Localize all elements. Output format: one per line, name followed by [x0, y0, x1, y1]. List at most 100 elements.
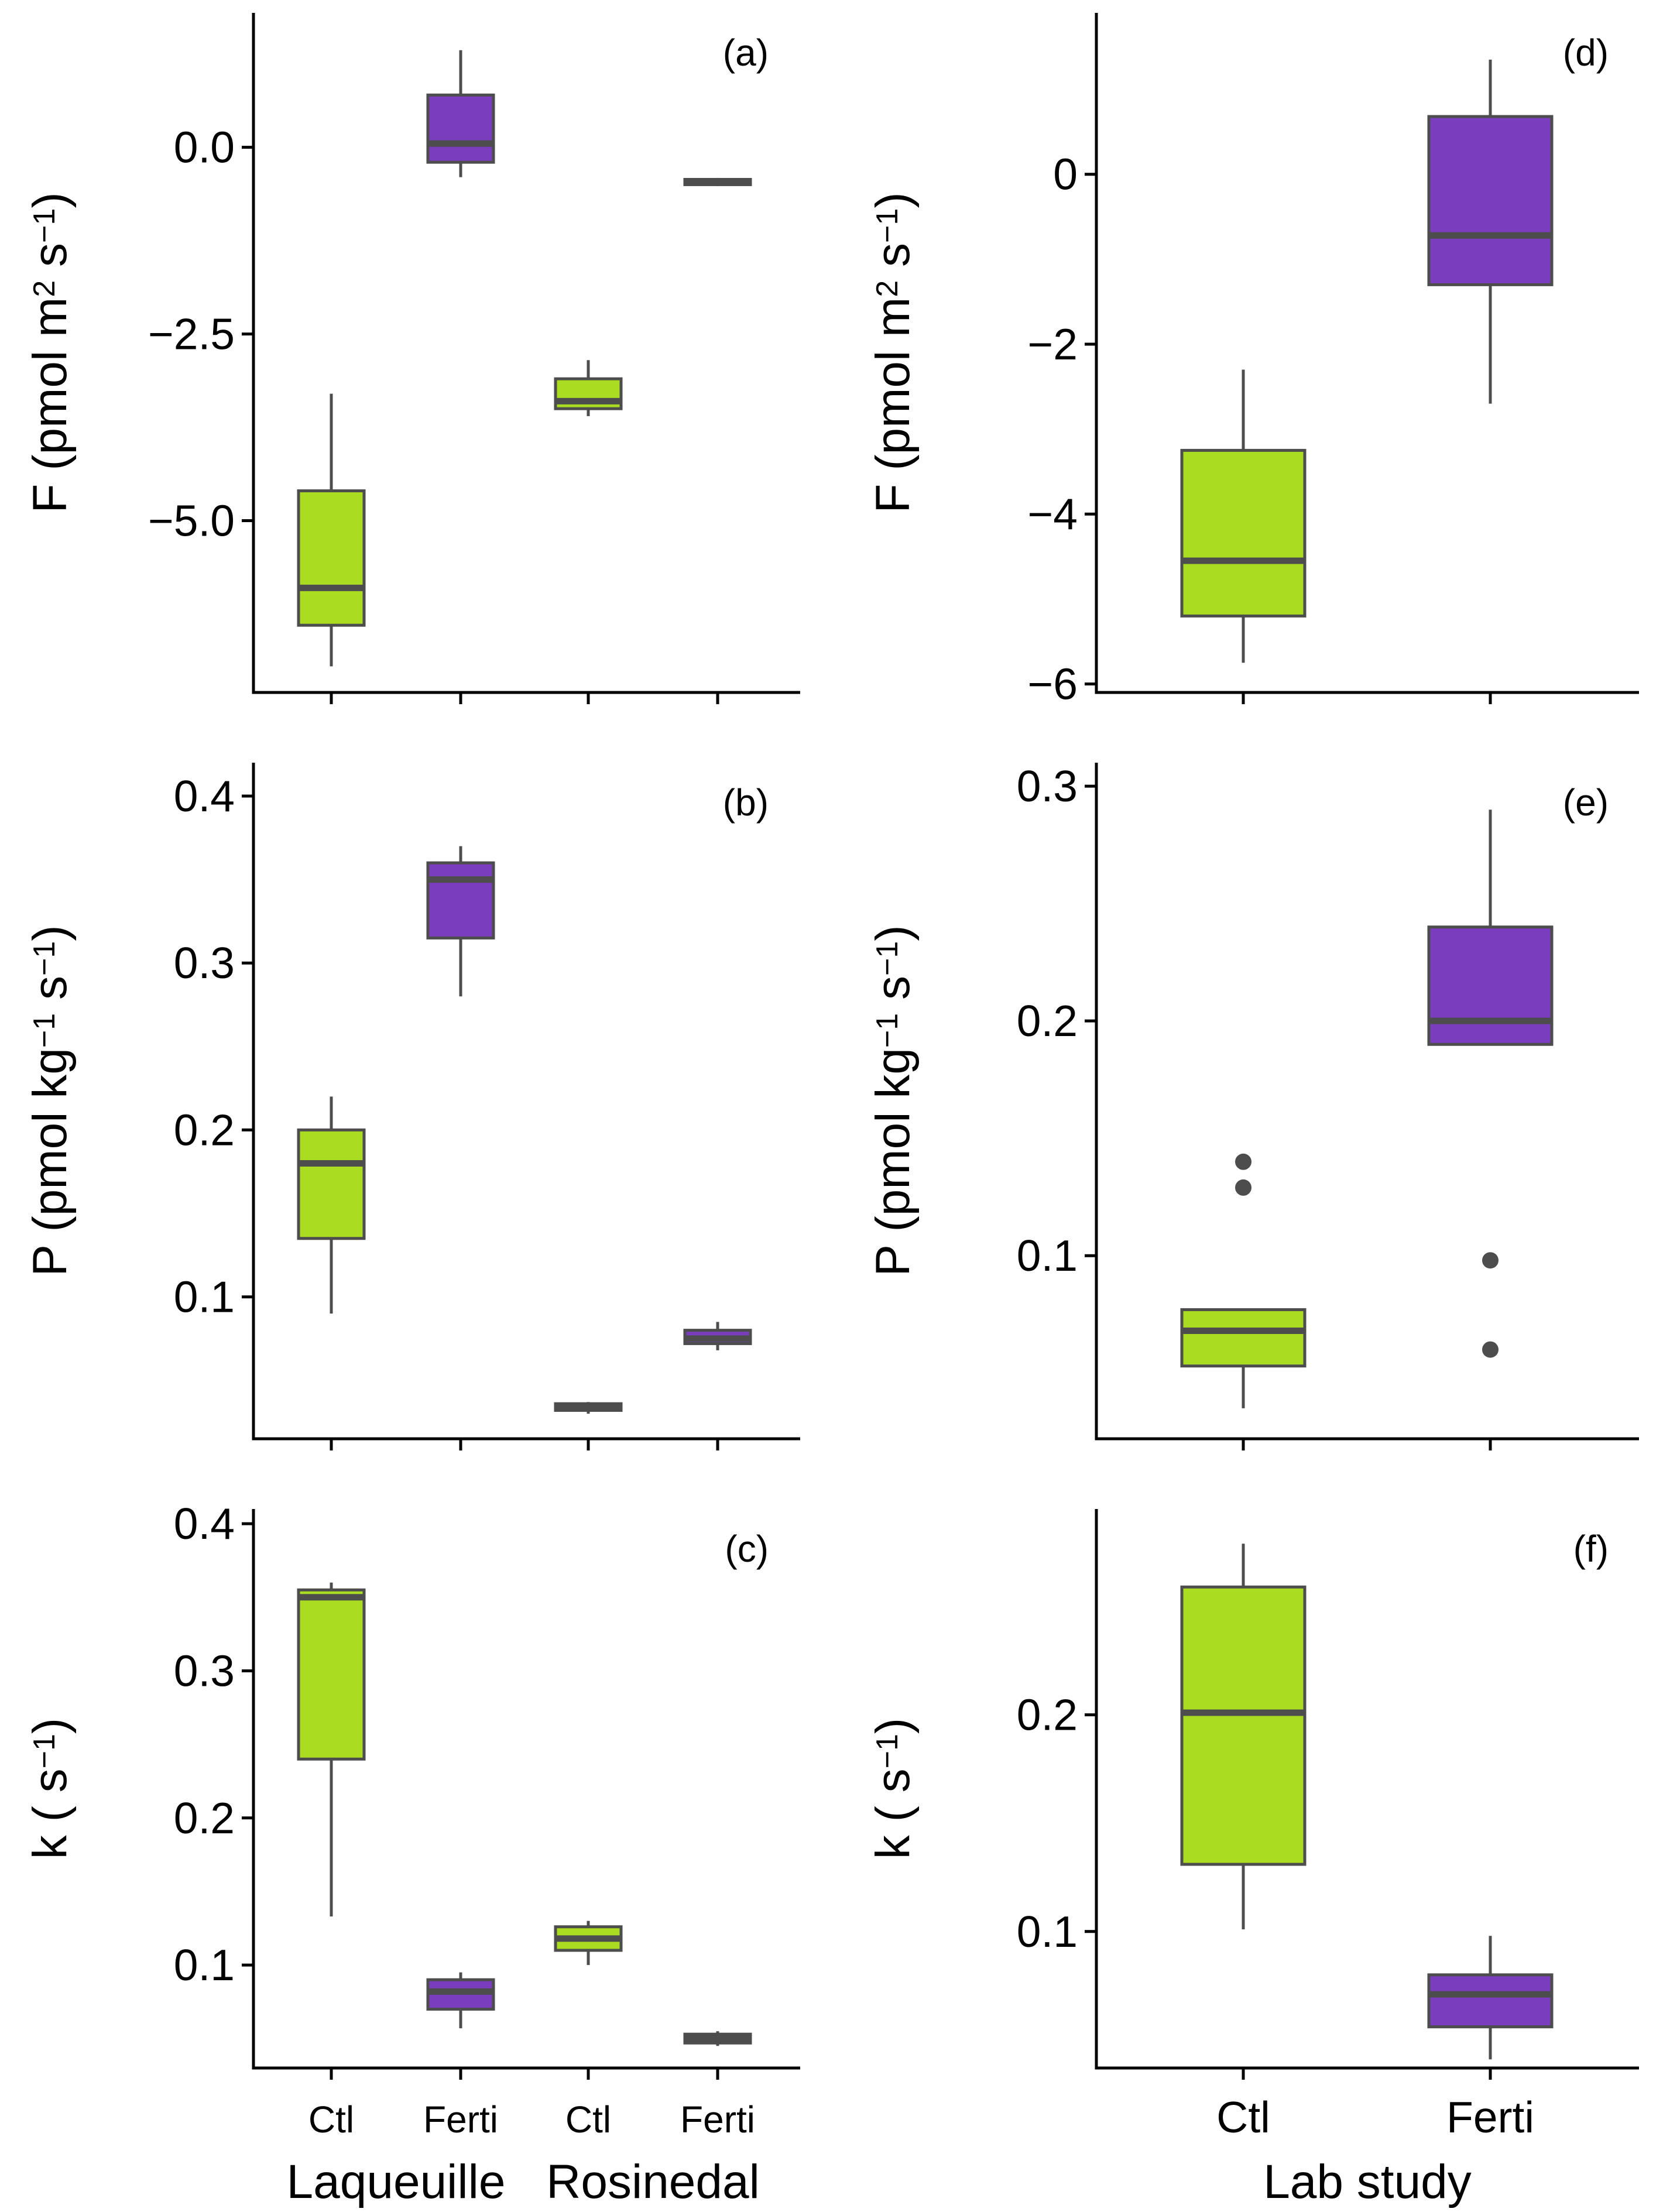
box-iqr	[297, 1128, 366, 1240]
panel-b-chart: 0.10.20.30.4 (b)P (pmol kg−1 s−1)	[23, 763, 800, 1450]
y-tick-label: 0.0	[174, 123, 235, 172]
panel-c-chart: 0.1 0.2 0.3 0.4 Ctl Ferti Ctl Ferti Laqueuille Ro…	[23, 1499, 800, 2208]
y-tick-label: −5.0	[148, 496, 235, 546]
box-iqr	[1427, 1973, 1554, 2029]
box-ferti	[683, 1322, 752, 1350]
y-axis-title-part: )	[23, 925, 77, 941]
y-tick-label: 0.2	[1017, 996, 1078, 1045]
box-ctl	[554, 360, 623, 416]
y-axis-title-part: )	[866, 925, 920, 941]
y-tick-label: 0.1	[174, 1273, 235, 1322]
panel-label-b: (b)	[723, 781, 769, 824]
x-tick-label: Ctl	[308, 2098, 354, 2141]
y-axis-title-superscript: −1	[870, 1013, 904, 1048]
y-axis-title-part: F (pmol m	[866, 297, 920, 513]
outlier-point	[1235, 1179, 1251, 1196]
x-tick-label: Ctl	[565, 2098, 611, 2141]
y-axis-title: F (pmol m2 s−1)	[23, 192, 77, 513]
y-tick-label: 0	[1053, 150, 1078, 199]
box-ctl	[554, 1402, 623, 1414]
y-axis-title-superscript: −1	[870, 208, 904, 243]
y-axis-title-part: P (pmol kg	[23, 1048, 77, 1276]
y-tick-label: 0.2	[174, 1105, 235, 1154]
box-ferti	[426, 846, 495, 997]
y-axis-title-part: )	[23, 1718, 77, 1734]
x-tick-label: Ferti	[423, 2098, 498, 2141]
y-tick-label: 0.1	[1017, 1907, 1078, 1956]
panel-d-chart: 0 −2 −4 −6 (d) F (pmol m2 s−1)	[866, 13, 1639, 708]
y-axis-title-part: )	[866, 192, 920, 208]
y-tick-label: 0.1	[1017, 1231, 1078, 1280]
y-tick-label: −2.5	[148, 310, 235, 359]
panel-label-a: (a)	[723, 32, 769, 74]
y-axis-title: k ( s−1)	[866, 1718, 920, 1859]
y-axis-title-superscript: −1	[870, 1734, 904, 1768]
box-ctl	[297, 1582, 366, 1917]
panel-label-e: (e)	[1563, 781, 1609, 824]
x-tick-label: Ctl	[1216, 2093, 1270, 2142]
y-axis-title-part: s	[23, 976, 77, 1013]
x-tick-label: Ferti	[1446, 2093, 1534, 2142]
outlier-point	[1235, 1153, 1251, 1170]
y-axis-title-part: P (pmol kg	[866, 1048, 920, 1276]
y-axis-title-part: k ( s	[23, 1768, 77, 1859]
y-axis-title-superscript: −1	[28, 208, 61, 243]
y-axis-title-superscript: 2	[870, 280, 904, 297]
y-axis-title-superscript: −1	[28, 1013, 61, 1048]
box-ferti	[1427, 1936, 1554, 2060]
y-tick-label: 0.2	[1017, 1690, 1078, 1740]
x-tick-label: Ferti	[680, 2098, 755, 2141]
box-ctl	[297, 393, 366, 667]
box-iqr	[297, 1588, 366, 1761]
y-axis-title-part: s	[23, 243, 77, 280]
box-iqr	[297, 489, 366, 627]
box-iqr	[1427, 925, 1554, 1046]
panel-label-d: (d)	[1563, 32, 1609, 74]
box-ferti	[683, 2031, 752, 2046]
y-axis-title-superscript: 2	[28, 280, 61, 297]
y-tick-label: −2	[1027, 320, 1078, 369]
y-axis-title: P (pmol kg−1 s−1)	[866, 925, 920, 1276]
box-ctl	[1180, 1153, 1307, 1408]
panel-label-c: (c)	[725, 1528, 769, 1570]
y-axis-title: k ( s−1)	[23, 1718, 77, 1859]
outlier-point	[1482, 1252, 1499, 1269]
panel-a-chart: 0.0 −2.5 −5.0 (a) F (pmol m2 s−1)	[23, 13, 800, 704]
box-ctl	[1180, 1544, 1307, 1930]
y-tick-label: 0.1	[174, 1940, 235, 1990]
box-iqr	[1180, 1308, 1307, 1368]
y-tick-label: 0.4	[174, 1499, 235, 1548]
y-axis-title-part: s	[866, 976, 920, 1013]
y-axis-title-part: )	[866, 1718, 920, 1734]
y-axis-title-part: s	[866, 243, 920, 280]
box-ctl	[1180, 369, 1307, 663]
y-axis-title: F (pmol m2 s−1)	[866, 192, 920, 513]
box-iqr	[1180, 448, 1307, 618]
box-ferti	[683, 177, 752, 186]
y-axis-title-superscript: −1	[28, 1734, 61, 1768]
box-ferti	[426, 50, 495, 177]
y-axis-title: P (pmol kg−1 s−1)	[23, 925, 77, 1276]
y-tick-label: 0.2	[174, 1793, 235, 1843]
box-iqr	[1180, 1585, 1307, 1866]
y-axis-title-part: F (pmol m	[23, 297, 77, 513]
x-axis-title-right: Lab study	[1263, 2155, 1472, 2208]
y-tick-label: −6	[1027, 659, 1078, 708]
y-axis-title-part: )	[23, 192, 77, 208]
box-iqr	[1427, 115, 1554, 286]
box-iqr	[426, 861, 495, 939]
group-label-rosinedal: Rosinedal	[546, 2155, 760, 2208]
outlier-point	[1482, 1341, 1499, 1358]
y-tick-label: 0.3	[1017, 762, 1078, 811]
box-iqr	[426, 93, 495, 164]
box-ferti	[426, 1972, 495, 2029]
box-ferti	[1427, 810, 1554, 1358]
y-tick-label: 0.4	[174, 771, 235, 821]
y-tick-label: −4	[1027, 489, 1078, 539]
box-ferti	[1427, 59, 1554, 404]
box-ctl	[554, 1921, 623, 1966]
panel-f-chart: 0.1 0.2 Ctl Ferti (f) k ( s−1)	[866, 1509, 1639, 2142]
box-ctl	[297, 1096, 366, 1314]
y-tick-label: 0.3	[174, 1646, 235, 1695]
